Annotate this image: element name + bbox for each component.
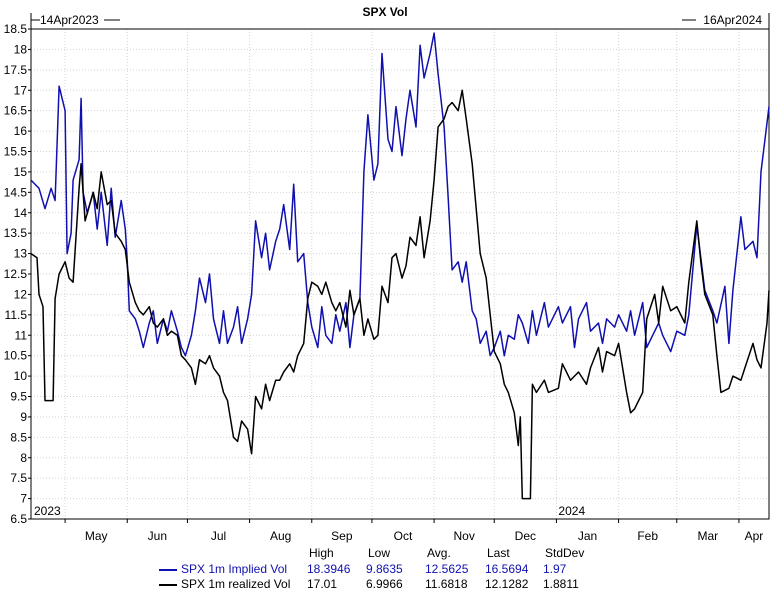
stat-realized-last: 12.1282	[485, 577, 529, 591]
x-month-label: Jun	[148, 529, 167, 543]
y-tick-label: 7	[20, 492, 27, 506]
y-tick-label: 13.5	[4, 226, 28, 240]
legend-swatch-realized	[159, 584, 177, 586]
grid-lines	[31, 28, 769, 520]
y-tick-label: 18.5	[4, 22, 28, 36]
y-tick-label: 14.5	[4, 185, 28, 199]
x-month-label: Oct	[394, 529, 413, 543]
x-month-label: Jul	[211, 529, 226, 543]
stats-header-low: Low	[368, 546, 391, 560]
year-label-2024: 2024	[558, 504, 585, 518]
legend-swatch-implied	[159, 569, 177, 571]
stats-header-last: Last	[487, 546, 510, 560]
x-month-label: Mar	[697, 529, 718, 543]
y-tick-label: 8	[20, 451, 27, 465]
stat-implied-stddev: 1.97	[543, 562, 567, 576]
stat-implied-last: 16.5694	[485, 562, 529, 576]
x-month-label: Jan	[578, 529, 597, 543]
y-tick-label: 9.5	[10, 390, 27, 404]
stats-header-stddev: StdDev	[545, 546, 585, 560]
stat-implied-avg: 12.5625	[425, 562, 469, 576]
y-tick-label: 15	[14, 165, 28, 179]
stats-header-avg: Avg.	[427, 546, 451, 560]
year-label-2023: 2023	[34, 504, 61, 518]
y-tick-label: 15.5	[4, 145, 28, 159]
stat-realized-avg: 11.6818	[425, 577, 468, 591]
stat-realized-stddev: 1.8811	[543, 577, 579, 591]
y-tick-label: 12	[14, 287, 28, 301]
y-tick-label: 6.5	[10, 512, 27, 526]
x-month-label: Aug	[270, 529, 291, 543]
y-tick-label: 16.5	[4, 104, 28, 118]
x-month-label: Sep	[331, 529, 353, 543]
y-tick-label: 17	[14, 83, 28, 97]
y-tick-label: 16	[14, 124, 28, 138]
stats-table: High Low Avg. Last StdDev SPX 1m Implied…	[0, 546, 771, 594]
stat-realized-low: 6.9966	[366, 577, 403, 591]
chart-header: SPX Vol 14Apr2023 16Apr2024	[30, 5, 770, 29]
x-month-label: Apr	[745, 529, 764, 543]
y-tick-label: 17.5	[4, 63, 28, 77]
x-month-label: May	[85, 529, 108, 543]
y-tick-label: 14	[14, 206, 28, 220]
x-month-label: Dec	[515, 529, 536, 543]
y-tick-label: 13	[14, 247, 28, 261]
start-date-label: 14Apr2023	[40, 13, 99, 27]
y-tick-label: 8.5	[10, 430, 27, 444]
chart-title: SPX Vol	[362, 5, 407, 19]
y-tick-label: 11	[15, 328, 28, 342]
stats-header-high: High	[309, 546, 334, 560]
axes: 6.5 7 7.5 8 8.5 9 9.5 10 10.5 11 11.5 12 12.5 13 13.5 1…	[4, 22, 764, 543]
stat-realized-high: 17.01	[307, 577, 338, 591]
series-line-implied-vol	[30, 32, 770, 357]
series-lines	[30, 32, 770, 500]
y-tick-label: 10	[14, 369, 28, 383]
x-month-label: Nov	[454, 529, 475, 543]
y-tick-label: 11.5	[5, 308, 28, 322]
series-line-realized-vol	[30, 89, 770, 500]
y-tick-label: 9	[20, 410, 27, 424]
stat-implied-high: 18.3946	[307, 562, 351, 576]
stat-implied-low: 9.8635	[366, 562, 403, 576]
x-month-label: Feb	[637, 529, 658, 543]
legend-label-implied: SPX 1m Implied Vol	[181, 562, 288, 576]
y-tick-label: 7.5	[10, 471, 27, 485]
end-date-label: 16Apr2024	[703, 13, 762, 27]
y-tick-label: 12.5	[4, 267, 28, 281]
legend-label-realized: SPX 1m realized Vol	[181, 577, 291, 591]
y-tick-label: 10.5	[4, 349, 28, 363]
y-tick-label: 18	[14, 42, 28, 56]
